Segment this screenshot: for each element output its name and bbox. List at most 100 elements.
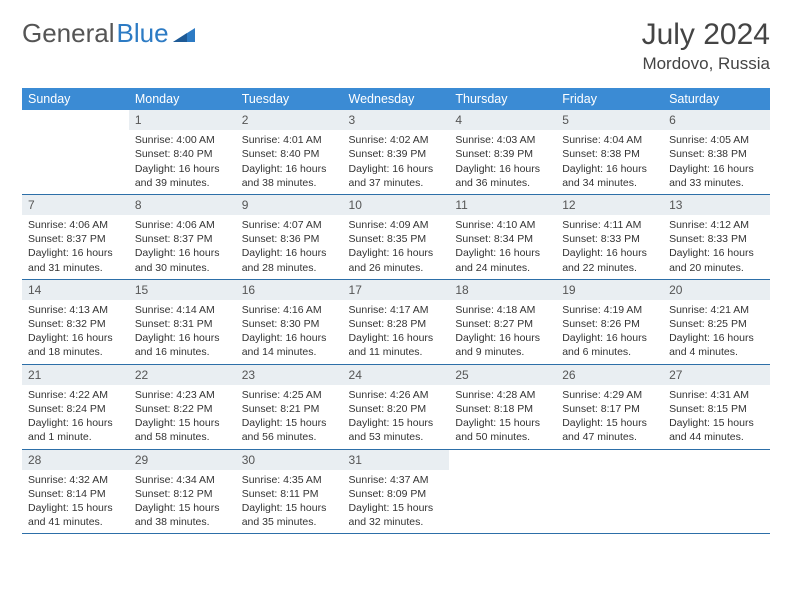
brand-part1: General [22,18,115,49]
location-label: Mordovo, Russia [642,54,770,74]
day-body: Sunrise: 4:22 AMSunset: 8:24 PMDaylight:… [22,385,129,449]
calendar-cell [449,449,556,534]
sunrise-text: Sunrise: 4:35 AM [242,473,337,487]
daylight-text: Daylight: 16 hours and 37 minutes. [349,162,444,190]
day-body: Sunrise: 4:09 AMSunset: 8:35 PMDaylight:… [343,215,450,279]
day-number: 20 [663,280,770,300]
daylight-text: Daylight: 16 hours and 39 minutes. [135,162,230,190]
header: GeneralBlue July 2024 Mordovo, Russia [22,18,770,74]
sunset-text: Sunset: 8:15 PM [669,402,764,416]
calendar-row: 28Sunrise: 4:32 AMSunset: 8:14 PMDayligh… [22,449,770,534]
daylight-text: Daylight: 16 hours and 16 minutes. [135,331,230,359]
weekday-header: Thursday [449,88,556,110]
day-number: 16 [236,280,343,300]
sunrise-text: Sunrise: 4:34 AM [135,473,230,487]
sunrise-text: Sunrise: 4:07 AM [242,218,337,232]
calendar-cell: 23Sunrise: 4:25 AMSunset: 8:21 PMDayligh… [236,364,343,449]
daylight-text: Daylight: 16 hours and 6 minutes. [562,331,657,359]
sunset-text: Sunset: 8:37 PM [28,232,123,246]
calendar-cell: 10Sunrise: 4:09 AMSunset: 8:35 PMDayligh… [343,194,450,279]
day-number: 29 [129,450,236,470]
sunrise-text: Sunrise: 4:01 AM [242,133,337,147]
calendar-cell: 26Sunrise: 4:29 AMSunset: 8:17 PMDayligh… [556,364,663,449]
sunrise-text: Sunrise: 4:06 AM [28,218,123,232]
sunset-text: Sunset: 8:38 PM [669,147,764,161]
sunrise-text: Sunrise: 4:22 AM [28,388,123,402]
calendar-cell: 6Sunrise: 4:05 AMSunset: 8:38 PMDaylight… [663,110,770,194]
day-number: 14 [22,280,129,300]
calendar-cell: 20Sunrise: 4:21 AMSunset: 8:25 PMDayligh… [663,279,770,364]
calendar-row: 14 Sunrise: 4:13 AMSunset: 8:32 PM Dayligh… [22,279,770,364]
day-body: Sunrise: 4:05 AMSunset: 8:38 PMDaylight:… [663,130,770,194]
sunrise-text: Sunrise: 4:13 AM [28,303,123,317]
day-number: 30 [236,450,343,470]
calendar-cell [22,110,129,194]
day-body: Sunrise: 4:35 AMSunset: 8:11 PMDaylight:… [236,470,343,534]
sunset-text: Sunset: 8:20 PM [349,402,444,416]
daylight-text: Daylight: 16 hours and 33 minutes. [669,162,764,190]
day-body: Sunrise: 4:14 AMSunset: 8:31 PMDaylight:… [129,300,236,364]
sunrise-text: Sunrise: 4:02 AM [349,133,444,147]
daylight-text: Daylight: 16 hours and 20 minutes. [669,246,764,274]
calendar-body: 1Sunrise: 4:00 AMSunset: 8:40 PMDaylight… [22,110,770,534]
day-number: 7 [22,195,129,215]
sunset-text: Sunset: 8:24 PM [28,402,123,416]
daylight-text: Daylight: 15 hours and 35 minutes. [242,501,337,529]
calendar-cell: 24Sunrise: 4:26 AMSunset: 8:20 PMDayligh… [343,364,450,449]
day-body: Sunrise: 4:19 AMSunset: 8:26 PMDaylight:… [556,300,663,364]
weekday-header: Sunday [22,88,129,110]
daylight-text: Daylight: 16 hours and 38 minutes. [242,162,337,190]
daylight-text: Daylight: 16 hours and 24 minutes. [455,246,550,274]
day-body: Sunrise: 4:11 AMSunset: 8:33 PMDaylight:… [556,215,663,279]
sunset-text: Sunset: 8:37 PM [135,232,230,246]
sunrise-text: Sunrise: 4:06 AM [135,218,230,232]
calendar-cell: 31Sunrise: 4:37 AMSunset: 8:09 PMDayligh… [343,449,450,534]
sunset-text: Sunset: 8:40 PM [135,147,230,161]
daylight-text: Daylight: 16 hours and 1 minute. [28,416,123,444]
sunrise-text: Sunrise: 4:16 AM [242,303,337,317]
day-body: Sunrise: 4:02 AMSunset: 8:39 PMDaylight:… [343,130,450,194]
day-number: 13 [663,195,770,215]
sunrise-text: Sunrise: 4:03 AM [455,133,550,147]
day-number: 3 [343,110,450,130]
sunrise-text: Sunrise: 4:14 AM [135,303,230,317]
day-number: 6 [663,110,770,130]
sunset-text: Sunset: 8:28 PM [349,317,444,331]
calendar-cell: 12Sunrise: 4:11 AMSunset: 8:33 PMDayligh… [556,194,663,279]
sunset-text: Sunset: 8:12 PM [135,487,230,501]
day-number: 10 [343,195,450,215]
sunset-text: Sunset: 8:22 PM [135,402,230,416]
sunset-text: Sunset: 8:33 PM [562,232,657,246]
daylight-text: Daylight: 16 hours and 9 minutes. [455,331,550,359]
sunrise-text: Sunrise: 4:28 AM [455,388,550,402]
sunset-text: Sunset: 8:32 PM [28,317,123,331]
calendar-cell: 17Sunrise: 4:17 AMSunset: 8:28 PMDayligh… [343,279,450,364]
daylight-text: Daylight: 15 hours and 32 minutes. [349,501,444,529]
day-number: 27 [663,365,770,385]
day-body: Sunrise: 4:28 AMSunset: 8:18 PMDaylight:… [449,385,556,449]
sunrise-text: Sunrise: 4:12 AM [669,218,764,232]
daylight-text: Daylight: 15 hours and 47 minutes. [562,416,657,444]
day-body: Sunrise: 4:10 AMSunset: 8:34 PMDaylight:… [449,215,556,279]
daylight-text: Daylight: 15 hours and 53 minutes. [349,416,444,444]
daylight-text: Daylight: 16 hours and 31 minutes. [28,246,123,274]
sunrise-text: Sunrise: 4:17 AM [349,303,444,317]
day-number: 1 [129,110,236,130]
day-body: Sunrise: 4:18 AMSunset: 8:27 PMDaylight:… [449,300,556,364]
sunset-text: Sunset: 8:21 PM [242,402,337,416]
calendar-cell: 15Sunrise: 4:14 AMSunset: 8:31 PMDayligh… [129,279,236,364]
day-number: 11 [449,195,556,215]
sunrise-text: Sunrise: 4:32 AM [28,473,123,487]
weekday-header: Friday [556,88,663,110]
day-body: Sunrise: 4:00 AMSunset: 8:40 PMDaylight:… [129,130,236,194]
day-body: Sunrise: 4:32 AMSunset: 8:14 PMDaylight:… [22,470,129,534]
daylight-text: Daylight: 16 hours and 30 minutes. [135,246,230,274]
sunset-text: Sunset: 8:17 PM [562,402,657,416]
day-number: 2 [236,110,343,130]
daylight-text: Daylight: 15 hours and 38 minutes. [135,501,230,529]
brand-part2: Blue [117,18,169,49]
calendar-cell: 9Sunrise: 4:07 AMSunset: 8:36 PMDaylight… [236,194,343,279]
sunrise-text: Sunrise: 4:26 AM [349,388,444,402]
sunrise-text: Sunrise: 4:31 AM [669,388,764,402]
calendar-cell: 25Sunrise: 4:28 AMSunset: 8:18 PMDayligh… [449,364,556,449]
